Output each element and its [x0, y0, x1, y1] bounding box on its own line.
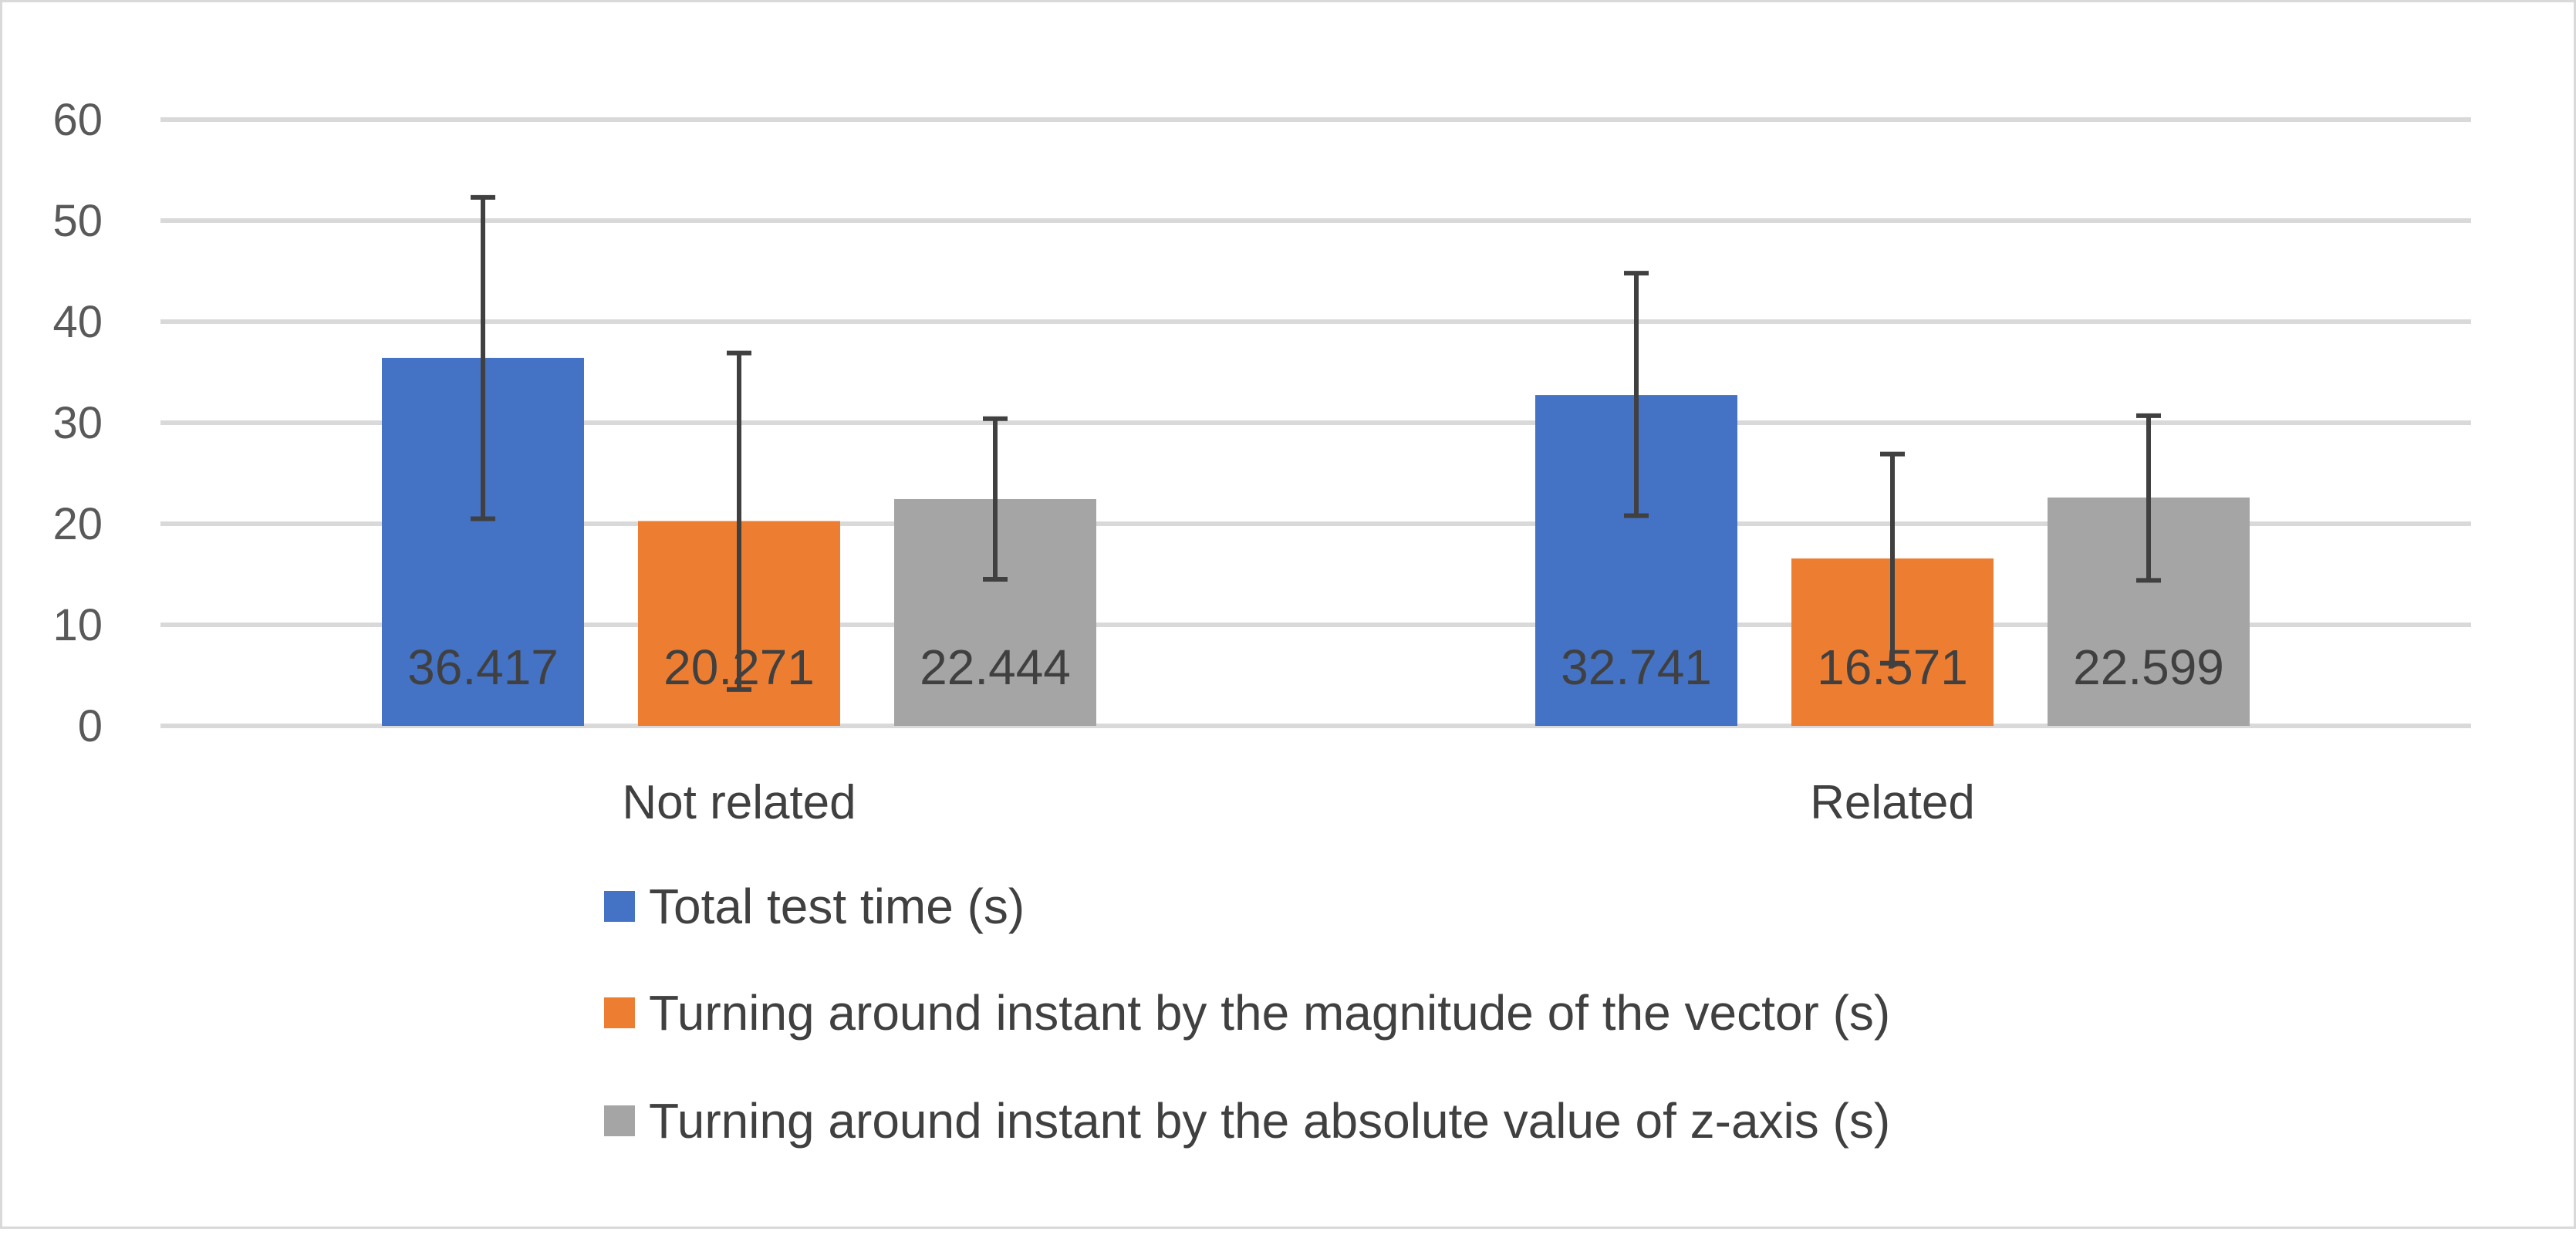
legend-swatch — [604, 1105, 635, 1136]
legend-swatch — [604, 997, 635, 1028]
y-tick-label: 0 — [78, 701, 103, 751]
y-tick-label: 20 — [52, 499, 103, 549]
data-label-3-1: 22.444 — [920, 639, 1071, 695]
data-labels: 36.417 32.741 20.271 16.571 22.444 22.599 — [407, 639, 2224, 695]
y-tick-label: 50 — [52, 196, 103, 246]
legend-label: Turning around instant by the absolute v… — [649, 1093, 1890, 1149]
x-axis-categories: Not related Related — [622, 776, 1974, 829]
category-label-2: Related — [1810, 776, 1975, 829]
data-label-2-1: 20.271 — [663, 639, 815, 695]
legend: Total test time (s) Turning around instan… — [604, 879, 1890, 1149]
error-bars — [471, 194, 2161, 692]
legend-swatch — [604, 891, 635, 922]
data-label-1-1: 36.417 — [407, 639, 559, 695]
category-label-1: Not related — [622, 776, 856, 829]
legend-label: Turning around instant by the magnitude … — [649, 985, 1890, 1041]
legend-item-1: Total test time (s) — [604, 879, 1025, 934]
data-label-3-2: 22.599 — [2073, 639, 2224, 695]
bars — [382, 357, 2250, 726]
legend-label: Total test time (s) — [649, 879, 1025, 934]
legend-item-3: Turning around instant by the absolute v… — [604, 1093, 1890, 1149]
y-tick-label: 30 — [52, 398, 103, 448]
y-tick-label: 40 — [52, 297, 103, 347]
y-tick-label: 60 — [52, 95, 103, 145]
data-label-1-2: 32.741 — [1561, 639, 1712, 695]
legend-item-2: Turning around instant by the magnitude … — [604, 985, 1890, 1041]
y-tick-label: 10 — [52, 600, 103, 650]
data-label-2-2: 16.571 — [1817, 639, 1968, 695]
y-axis-ticks: 0 10 20 30 40 50 60 — [52, 95, 103, 751]
